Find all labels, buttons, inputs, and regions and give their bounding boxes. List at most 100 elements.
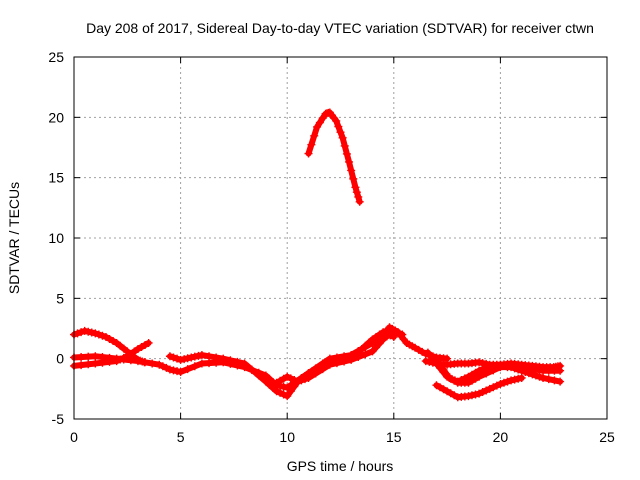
data-point — [176, 355, 185, 364]
data-point — [325, 359, 334, 368]
data-point — [205, 352, 214, 361]
data-point — [485, 384, 494, 393]
data-point — [91, 352, 100, 361]
data-point — [77, 361, 86, 370]
data-point — [98, 353, 107, 362]
data-point — [345, 157, 354, 166]
data-point — [240, 359, 249, 368]
data-point — [355, 197, 364, 206]
data-point — [460, 374, 469, 383]
y-tick-label: 5 — [56, 290, 64, 306]
data-point — [126, 356, 135, 365]
data-point — [539, 373, 548, 382]
series-upper-arc — [304, 108, 364, 206]
data-point — [279, 390, 288, 399]
data-point — [492, 381, 501, 390]
data-point — [80, 326, 89, 335]
x-tick-label: 0 — [70, 429, 78, 445]
data-point — [517, 373, 526, 382]
data-point — [133, 357, 142, 366]
data-point — [507, 363, 516, 372]
data-point — [87, 328, 96, 337]
data-point — [91, 329, 100, 338]
x-tick-label: 25 — [599, 429, 615, 445]
series-group — [70, 108, 565, 402]
data-point — [254, 371, 263, 380]
data-point — [499, 378, 508, 387]
data-point — [84, 360, 93, 369]
data-point — [442, 369, 451, 378]
data-point — [421, 357, 430, 366]
data-point — [144, 338, 153, 347]
x-tick-label: 5 — [177, 429, 185, 445]
data-point — [375, 339, 384, 348]
data-point — [510, 375, 519, 384]
data-point — [332, 357, 341, 366]
data-point — [91, 359, 100, 368]
data-point — [329, 358, 338, 367]
data-point — [524, 369, 533, 378]
x-axis-label: GPS time / hours — [287, 458, 394, 474]
data-point — [98, 331, 107, 340]
data-point — [510, 364, 519, 373]
data-point — [119, 355, 128, 364]
data-point — [514, 365, 523, 374]
data-point — [336, 128, 345, 137]
y-tick-label: 10 — [48, 230, 64, 246]
data-point — [318, 361, 327, 370]
data-point — [354, 192, 363, 201]
y-tick-label: 25 — [48, 49, 64, 65]
data-point — [499, 361, 508, 370]
series-track-d — [165, 326, 407, 401]
data-point — [507, 376, 516, 385]
data-point — [205, 359, 214, 368]
data-point — [389, 332, 398, 341]
data-point — [315, 118, 324, 127]
data-point — [283, 392, 292, 401]
y-tick-label: 15 — [48, 170, 64, 186]
data-point — [439, 365, 448, 374]
data-point — [352, 188, 361, 197]
data-point — [471, 390, 480, 399]
data-point — [379, 328, 388, 337]
data-point — [482, 386, 491, 395]
data-point — [279, 382, 288, 391]
data-point — [272, 387, 281, 396]
data-point — [286, 387, 295, 396]
data-point — [283, 372, 292, 381]
series-track-h — [428, 354, 565, 386]
data-point — [482, 363, 491, 372]
data-point — [332, 116, 341, 125]
data-point — [276, 388, 285, 397]
data-point — [531, 371, 540, 380]
data-point — [197, 351, 206, 360]
data-point — [141, 358, 150, 367]
data-point — [368, 347, 377, 356]
data-point — [247, 365, 256, 374]
data-point — [556, 366, 565, 375]
data-point — [361, 350, 370, 359]
y-tick-label: -5 — [52, 411, 65, 427]
data-point — [475, 358, 484, 367]
data-point — [233, 357, 242, 366]
x-tick-label: 15 — [386, 429, 402, 445]
data-point — [343, 353, 352, 362]
data-point — [340, 354, 349, 363]
data-point — [105, 353, 114, 362]
data-point — [550, 376, 559, 385]
data-point — [165, 352, 174, 361]
data-point — [318, 114, 327, 123]
series-line — [305, 109, 363, 205]
data-point — [336, 355, 345, 364]
data-point — [173, 367, 182, 376]
data-point — [347, 166, 356, 175]
data-point — [436, 361, 445, 370]
data-point — [475, 366, 484, 375]
x-tick-label: 10 — [279, 429, 295, 445]
data-point — [398, 330, 407, 339]
data-point — [475, 389, 484, 398]
data-point — [190, 352, 199, 361]
data-point — [521, 367, 530, 376]
data-point — [183, 365, 192, 374]
data-point — [349, 174, 358, 183]
